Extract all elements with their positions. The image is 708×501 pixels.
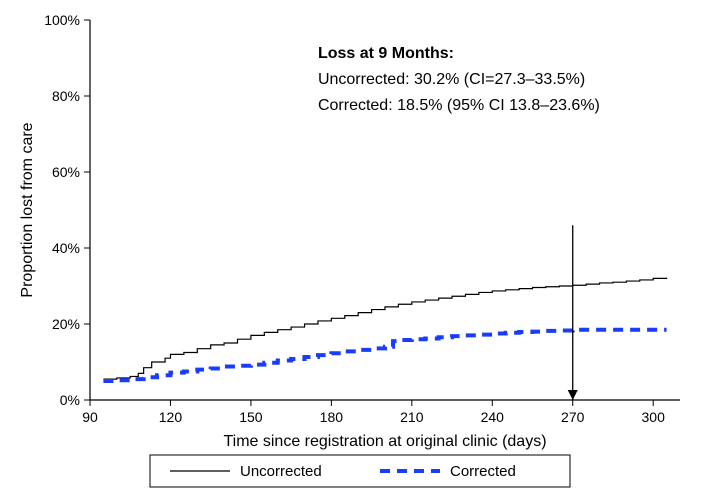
- y-tick-label: 40%: [52, 240, 80, 256]
- y-tick-label: 20%: [52, 316, 80, 332]
- annotation-line: Corrected: 18.5% (95% CI 13.8–23.6%): [318, 97, 600, 114]
- x-tick-label: 240: [481, 409, 505, 425]
- chart-svg: 0% 20% 40% 60% 80% 100% 90 120 150 180 210 240 270 30…: [0, 0, 708, 501]
- x-tick-label: 210: [400, 409, 424, 425]
- x-tick-label: 120: [159, 409, 183, 425]
- x-tick-label: 90: [82, 409, 98, 425]
- y-tick-label: 100%: [44, 12, 80, 28]
- y-tick-label: 80%: [52, 88, 80, 104]
- x-tick-label: 300: [642, 409, 666, 425]
- x-tick-label: 180: [320, 409, 344, 425]
- y-tick-label: 60%: [52, 164, 80, 180]
- y-tick-label: 0%: [60, 392, 80, 408]
- x-axis-label: Time since registration at original clin…: [223, 433, 546, 450]
- legend-label: Uncorrected: [240, 463, 322, 480]
- x-tick-label: 270: [561, 409, 585, 425]
- annotation-line: Uncorrected: 30.2% (CI=27.3–33.5%): [318, 71, 585, 88]
- y-axis-label: Proportion lost from care: [19, 122, 36, 297]
- annotation-title: Loss at 9 Months:: [318, 45, 454, 62]
- loss-from-care-chart: 0% 20% 40% 60% 80% 100% 90 120 150 180 210 240 270 30…: [0, 0, 708, 501]
- x-tick-label: 150: [239, 409, 263, 425]
- legend-label: Corrected: [450, 463, 516, 480]
